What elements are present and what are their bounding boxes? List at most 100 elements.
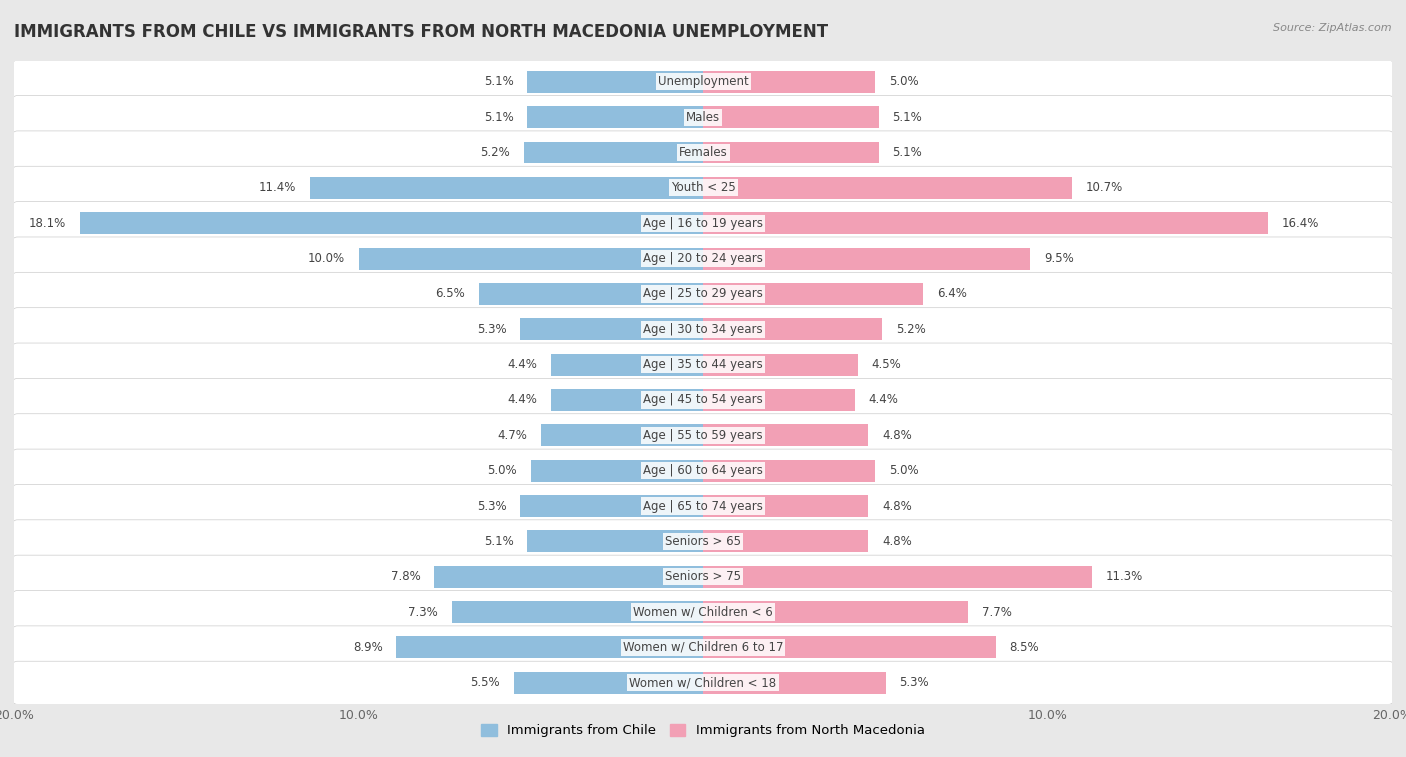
Bar [703, 318, 882, 340]
Bar [703, 142, 879, 164]
Bar [359, 248, 703, 269]
Text: Seniors > 65: Seniors > 65 [665, 535, 741, 548]
FancyBboxPatch shape [13, 201, 1393, 245]
Text: 5.3%: 5.3% [900, 676, 929, 690]
Bar [703, 354, 858, 375]
Bar [520, 318, 703, 340]
Text: 5.1%: 5.1% [484, 535, 513, 548]
Bar [527, 106, 703, 128]
Text: 4.8%: 4.8% [882, 535, 912, 548]
Text: 5.0%: 5.0% [889, 464, 918, 477]
Text: 11.4%: 11.4% [259, 182, 297, 195]
Text: 5.2%: 5.2% [481, 146, 510, 159]
Bar [551, 354, 703, 375]
FancyBboxPatch shape [13, 61, 1393, 104]
FancyBboxPatch shape [13, 307, 1393, 350]
Bar [703, 425, 869, 447]
Text: Age | 55 to 59 years: Age | 55 to 59 years [643, 428, 763, 442]
Text: Age | 16 to 19 years: Age | 16 to 19 years [643, 217, 763, 229]
Text: Age | 20 to 24 years: Age | 20 to 24 years [643, 252, 763, 265]
FancyBboxPatch shape [13, 590, 1393, 634]
Text: 8.5%: 8.5% [1010, 641, 1039, 654]
Text: 7.3%: 7.3% [408, 606, 437, 618]
Bar [703, 531, 869, 553]
FancyBboxPatch shape [13, 626, 1393, 669]
FancyBboxPatch shape [13, 414, 1393, 457]
Bar [527, 531, 703, 553]
Text: 7.8%: 7.8% [391, 570, 420, 583]
Bar [703, 283, 924, 305]
Text: Seniors > 75: Seniors > 75 [665, 570, 741, 583]
Text: Women w/ Children < 6: Women w/ Children < 6 [633, 606, 773, 618]
Bar [396, 637, 703, 659]
Text: 10.0%: 10.0% [308, 252, 344, 265]
Bar [520, 495, 703, 517]
Text: 4.8%: 4.8% [882, 500, 912, 512]
Bar [80, 212, 703, 234]
FancyBboxPatch shape [13, 167, 1393, 210]
Bar [703, 248, 1031, 269]
Bar [703, 389, 855, 411]
Text: Source: ZipAtlas.com: Source: ZipAtlas.com [1274, 23, 1392, 33]
Bar [703, 672, 886, 693]
FancyBboxPatch shape [13, 273, 1393, 316]
Text: 5.1%: 5.1% [893, 111, 922, 123]
Text: 5.0%: 5.0% [488, 464, 517, 477]
FancyBboxPatch shape [13, 343, 1393, 386]
Bar [703, 459, 875, 481]
Text: 16.4%: 16.4% [1282, 217, 1319, 229]
Bar [703, 495, 869, 517]
FancyBboxPatch shape [13, 484, 1393, 528]
Text: 6.5%: 6.5% [436, 288, 465, 301]
Bar [524, 142, 703, 164]
Text: Males: Males [686, 111, 720, 123]
Text: Youth < 25: Youth < 25 [671, 182, 735, 195]
FancyBboxPatch shape [13, 520, 1393, 563]
Text: Age | 25 to 29 years: Age | 25 to 29 years [643, 288, 763, 301]
Bar [479, 283, 703, 305]
Text: 5.2%: 5.2% [896, 322, 925, 336]
Text: Females: Females [679, 146, 727, 159]
Text: Unemployment: Unemployment [658, 75, 748, 89]
Bar [531, 459, 703, 481]
Bar [703, 106, 879, 128]
Text: 5.3%: 5.3% [477, 322, 506, 336]
Text: Women w/ Children 6 to 17: Women w/ Children 6 to 17 [623, 641, 783, 654]
FancyBboxPatch shape [13, 95, 1393, 139]
Bar [703, 637, 995, 659]
Text: 8.9%: 8.9% [353, 641, 382, 654]
Text: 5.1%: 5.1% [484, 111, 513, 123]
FancyBboxPatch shape [13, 449, 1393, 492]
Text: 11.3%: 11.3% [1107, 570, 1143, 583]
Text: 5.3%: 5.3% [477, 500, 506, 512]
Text: 5.5%: 5.5% [470, 676, 499, 690]
Bar [551, 389, 703, 411]
Text: Women w/ Children < 18: Women w/ Children < 18 [630, 676, 776, 690]
Text: 4.5%: 4.5% [872, 358, 901, 371]
Text: 4.4%: 4.4% [508, 358, 537, 371]
Bar [703, 601, 969, 623]
Text: 7.7%: 7.7% [981, 606, 1012, 618]
Text: 10.7%: 10.7% [1085, 182, 1122, 195]
Bar [513, 672, 703, 693]
Text: 5.1%: 5.1% [484, 75, 513, 89]
FancyBboxPatch shape [13, 555, 1393, 598]
Text: 18.1%: 18.1% [28, 217, 66, 229]
Bar [527, 71, 703, 93]
Text: 4.4%: 4.4% [508, 394, 537, 407]
Text: Age | 65 to 74 years: Age | 65 to 74 years [643, 500, 763, 512]
Text: Age | 60 to 64 years: Age | 60 to 64 years [643, 464, 763, 477]
Text: Age | 45 to 54 years: Age | 45 to 54 years [643, 394, 763, 407]
Bar [434, 565, 703, 587]
Bar [451, 601, 703, 623]
FancyBboxPatch shape [13, 237, 1393, 280]
Text: 5.1%: 5.1% [893, 146, 922, 159]
FancyBboxPatch shape [13, 378, 1393, 422]
Text: 4.8%: 4.8% [882, 428, 912, 442]
Bar [703, 212, 1268, 234]
FancyBboxPatch shape [13, 131, 1393, 174]
Text: 4.7%: 4.7% [498, 428, 527, 442]
Text: 6.4%: 6.4% [938, 288, 967, 301]
Text: IMMIGRANTS FROM CHILE VS IMMIGRANTS FROM NORTH MACEDONIA UNEMPLOYMENT: IMMIGRANTS FROM CHILE VS IMMIGRANTS FROM… [14, 23, 828, 41]
Text: 4.4%: 4.4% [869, 394, 898, 407]
